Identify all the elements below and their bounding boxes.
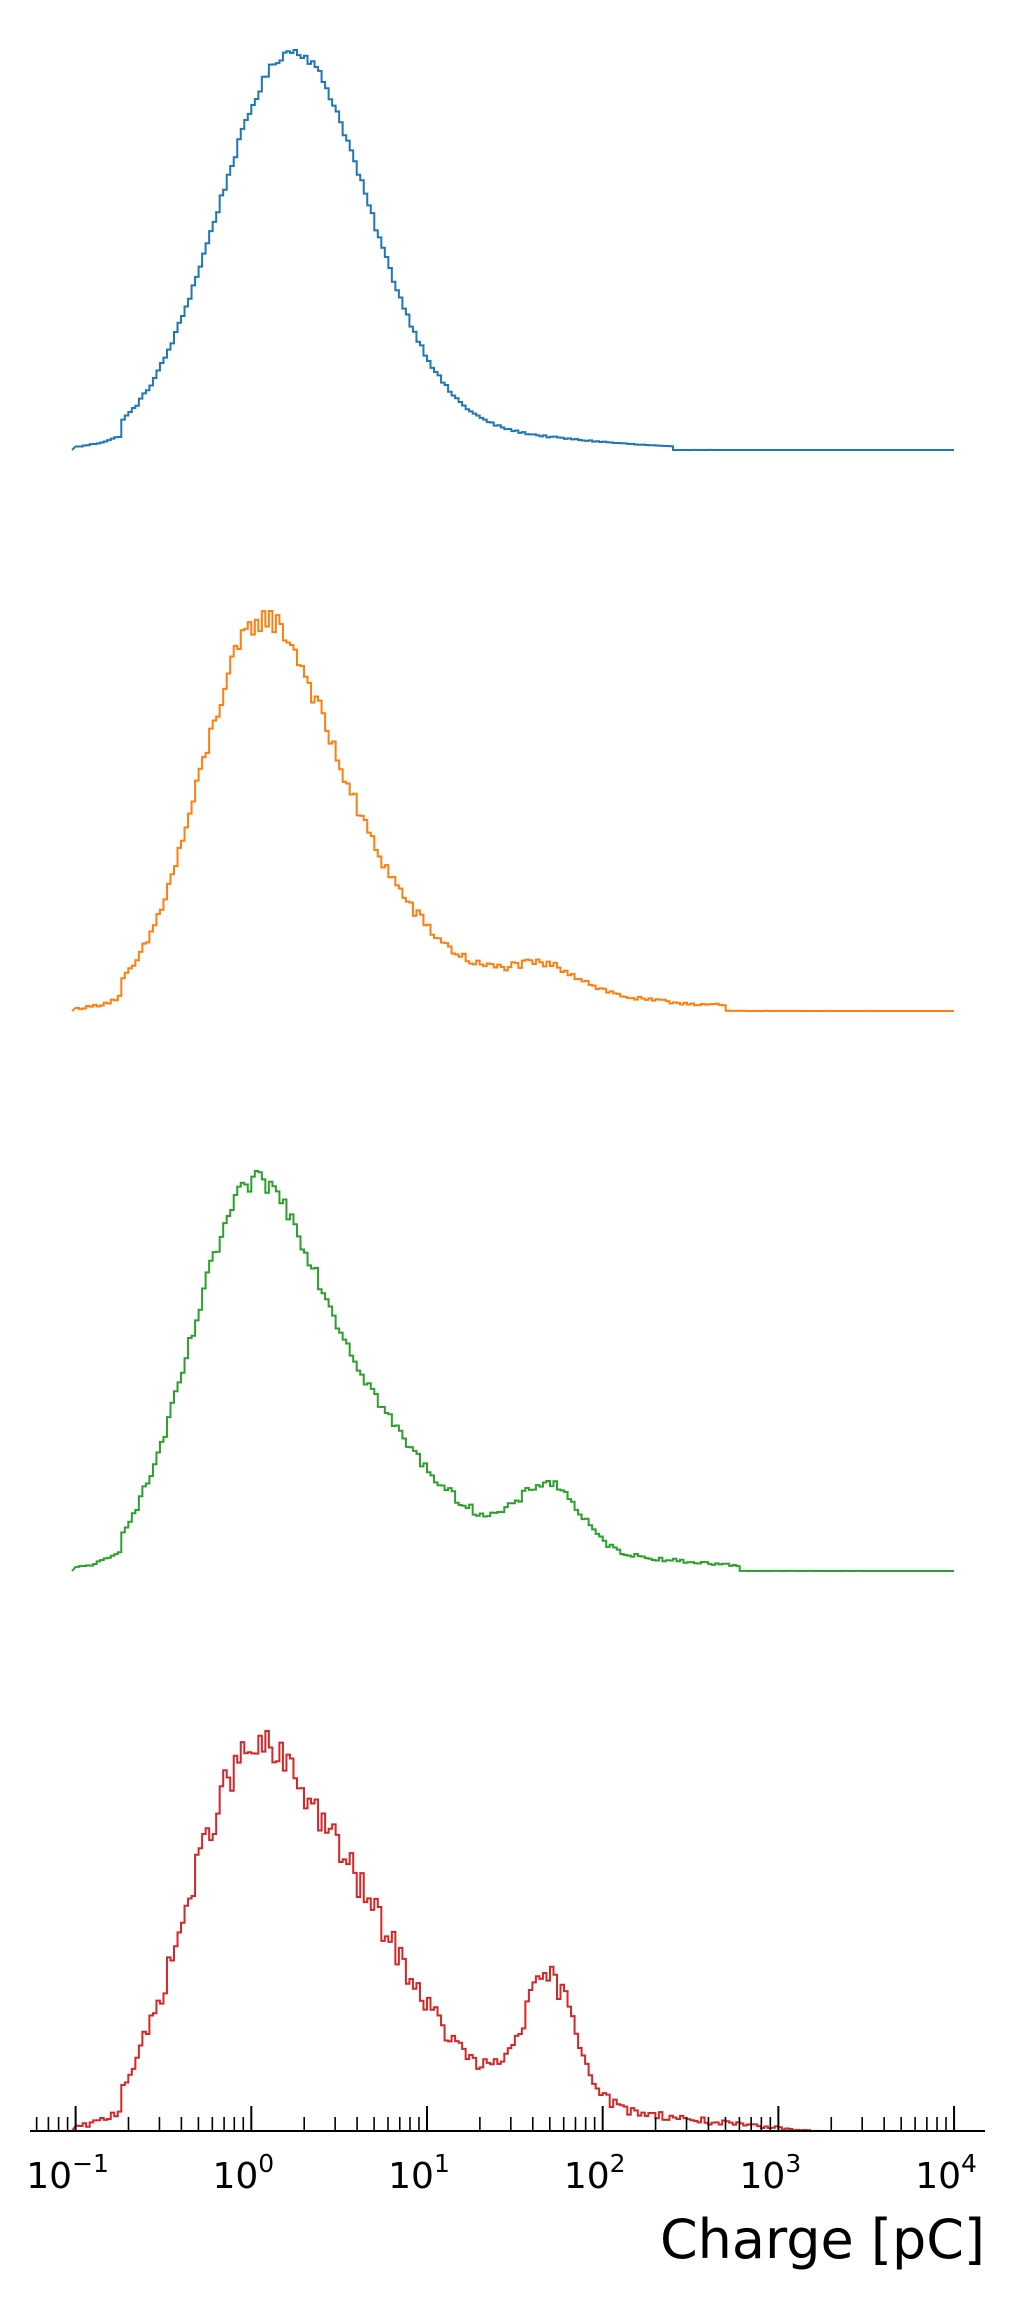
- x-axis-title: Charge [pC]: [660, 2208, 985, 2271]
- histogram-series-4: [71, 1730, 955, 2132]
- x-tick-label: 104: [915, 2149, 977, 2197]
- x-axis: 10−1 100 101 102 103 104: [26, 2106, 985, 2197]
- x-tick-label: 101: [388, 2149, 450, 2197]
- x-tick-label: 102: [564, 2149, 626, 2197]
- histogram-series-1: [71, 49, 955, 451]
- x-tick-label: 100: [212, 2149, 274, 2197]
- x-tick-label: 103: [740, 2149, 802, 2197]
- histogram-panels: [71, 49, 955, 2132]
- histogram-series-3: [71, 1170, 955, 1572]
- x-tick-label: 10−1: [26, 2149, 109, 2197]
- histogram-series-2: [71, 610, 955, 1012]
